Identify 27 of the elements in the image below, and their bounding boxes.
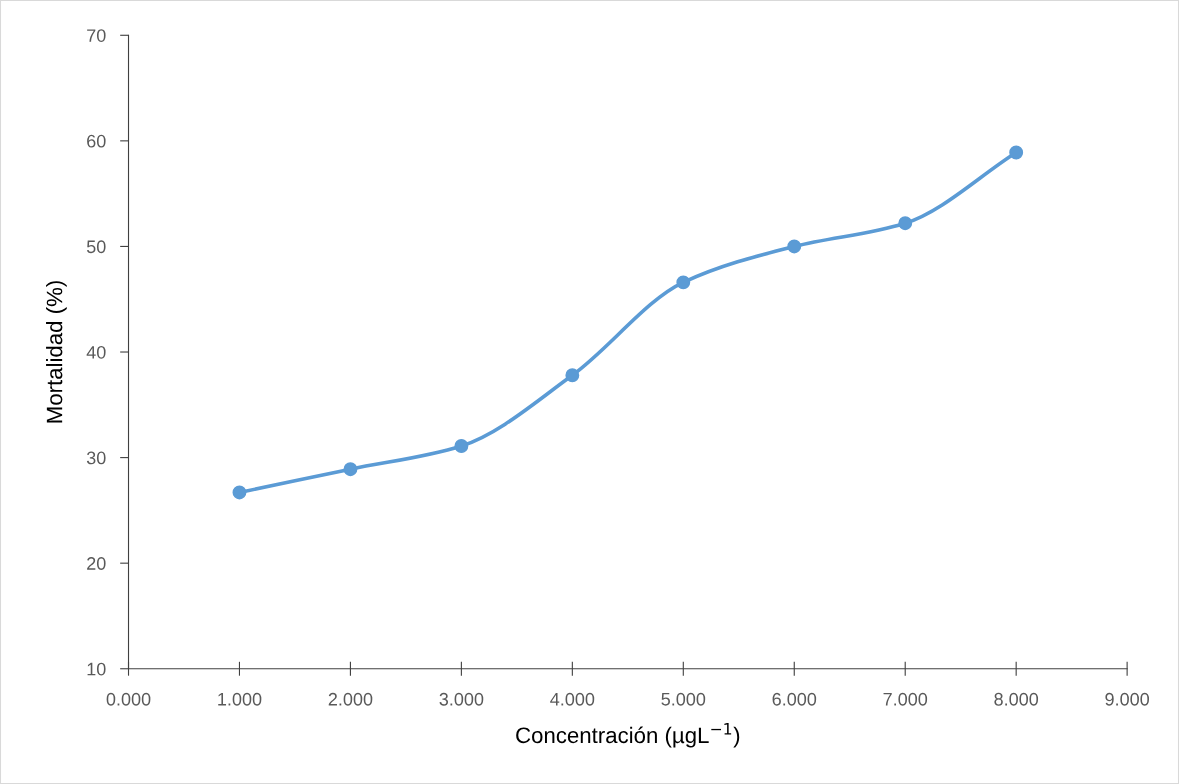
x-tick-label: 4.000 [550,692,595,706]
point [898,216,913,231]
y-axis-title: Mortalidad (%) [46,281,67,423]
point [343,462,358,477]
x-tick-label: 0.000 [106,692,151,706]
y-tick-label: 10 [87,662,106,676]
y-tick-label: 60 [87,134,106,148]
point [787,239,802,254]
x-tick-label: 3.000 [439,692,484,706]
x-tick-label: 7.000 [883,692,928,706]
point [676,275,691,290]
y-tick-label: 20 [87,557,106,570]
y-tick-label: 30 [86,451,106,465]
point [565,368,580,383]
x-axis-title: Concentración (µgL$^{−1}$) [516,723,740,748]
x-tick-label: 1.000 [218,692,262,706]
x-tick-label: 2.000 [328,692,373,706]
y-tick-label: 40 [86,345,106,359]
y-tick-label: 70 [87,29,106,42]
x-tick-label: 9.000 [1105,692,1150,706]
y-tick-label: 50 [86,240,106,254]
point [454,439,469,453]
x-tick-label: 8.000 [994,692,1039,706]
point [232,485,247,500]
point [1009,145,1024,160]
x-tick-label: 6.000 [772,692,817,706]
x-tick-label: 5.000 [661,692,706,706]
